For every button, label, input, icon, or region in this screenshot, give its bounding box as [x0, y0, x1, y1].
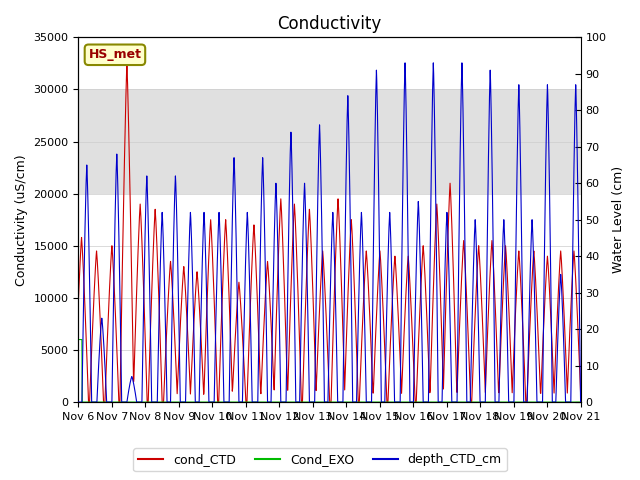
Bar	[79, 89, 580, 193]
Y-axis label: Water Level (cm): Water Level (cm)	[612, 166, 625, 273]
Legend: cond_CTD, Cond_EXO, depth_CTD_cm: cond_CTD, Cond_EXO, depth_CTD_cm	[133, 448, 507, 471]
Y-axis label: Conductivity (uS/cm): Conductivity (uS/cm)	[15, 154, 28, 286]
Title: Conductivity: Conductivity	[277, 15, 381, 33]
Text: HS_met: HS_met	[88, 48, 141, 61]
